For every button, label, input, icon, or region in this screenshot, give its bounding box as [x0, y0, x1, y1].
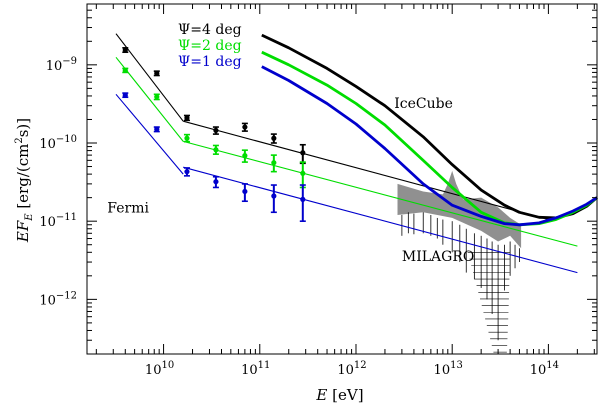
- data-point-2-1: [154, 126, 160, 132]
- y-tick-label: 10−10: [39, 134, 77, 152]
- data-point-0-2: [184, 115, 190, 121]
- annotation-milagro: MILAGRO: [402, 249, 474, 265]
- data-point-0-0: [122, 47, 128, 53]
- data-point-1-5: [271, 160, 277, 166]
- data-point-0-1: [154, 70, 160, 76]
- x-axis-label: E [eV]: [315, 386, 363, 404]
- x-tick-label: 1014: [530, 360, 559, 378]
- axes-frame: [86, 3, 598, 355]
- data-point-1-6: [300, 170, 306, 176]
- data-point-2-6: [300, 196, 306, 202]
- x-tick-label: 1012: [337, 360, 366, 378]
- highE-fit-1: [183, 140, 578, 247]
- icecube-curve-2: [261, 65, 598, 227]
- plot-frame: [86, 3, 598, 355]
- fit-lines-layer: [115, 33, 578, 274]
- x-tick-label: 1011: [241, 360, 270, 378]
- highE-fit-2: [183, 166, 578, 274]
- legend-label-2: Ψ=1 deg: [178, 54, 242, 70]
- lowE-fit-2: [115, 93, 184, 175]
- y-axis-label: EFE [erg/(cm2s)]: [14, 118, 35, 243]
- data-point-1-3: [213, 147, 219, 153]
- data-point-0-3: [213, 127, 219, 133]
- data-point-2-5: [271, 193, 277, 199]
- icecube-curve-0: [261, 33, 598, 220]
- legend-label-1: Ψ=2 deg: [178, 38, 242, 54]
- data-point-1-1: [154, 94, 160, 100]
- data-point-1-4: [242, 153, 248, 159]
- annotation-fermi: Fermi: [107, 200, 149, 216]
- lowE-fit-0: [115, 33, 184, 122]
- data-point-1-2: [184, 135, 190, 141]
- data-point-0-4: [242, 124, 248, 130]
- x-tick-label: 1010: [145, 360, 174, 378]
- legend-label-0: Ψ=4 deg: [178, 22, 242, 38]
- data-point-2-3: [213, 179, 219, 185]
- text-layer: 1010 1011 1012 1013 1014 10−9 10−10 10−11 10−12 E…: [14, 22, 559, 404]
- y-tick-label: 10−11: [39, 212, 77, 230]
- fermi-points-layer: [122, 47, 306, 222]
- highE-fit-0: [183, 120, 549, 221]
- data-point-0-5: [271, 135, 277, 141]
- milagro-band-layer: [397, 170, 522, 249]
- y-tick-label: 10−9: [46, 56, 77, 74]
- x-tick-label: 1013: [434, 360, 463, 378]
- data-point-2-2: [184, 169, 190, 175]
- data-point-0-6: [300, 150, 306, 156]
- y-tick-label: 10−12: [39, 290, 77, 308]
- annotation-icecube: IceCube: [394, 96, 453, 112]
- icecube-curves-layer: [261, 33, 598, 227]
- data-point-1-0: [122, 67, 128, 73]
- milagro-band: [397, 170, 522, 249]
- data-point-2-4: [242, 188, 248, 195]
- data-point-2-0: [122, 92, 128, 98]
